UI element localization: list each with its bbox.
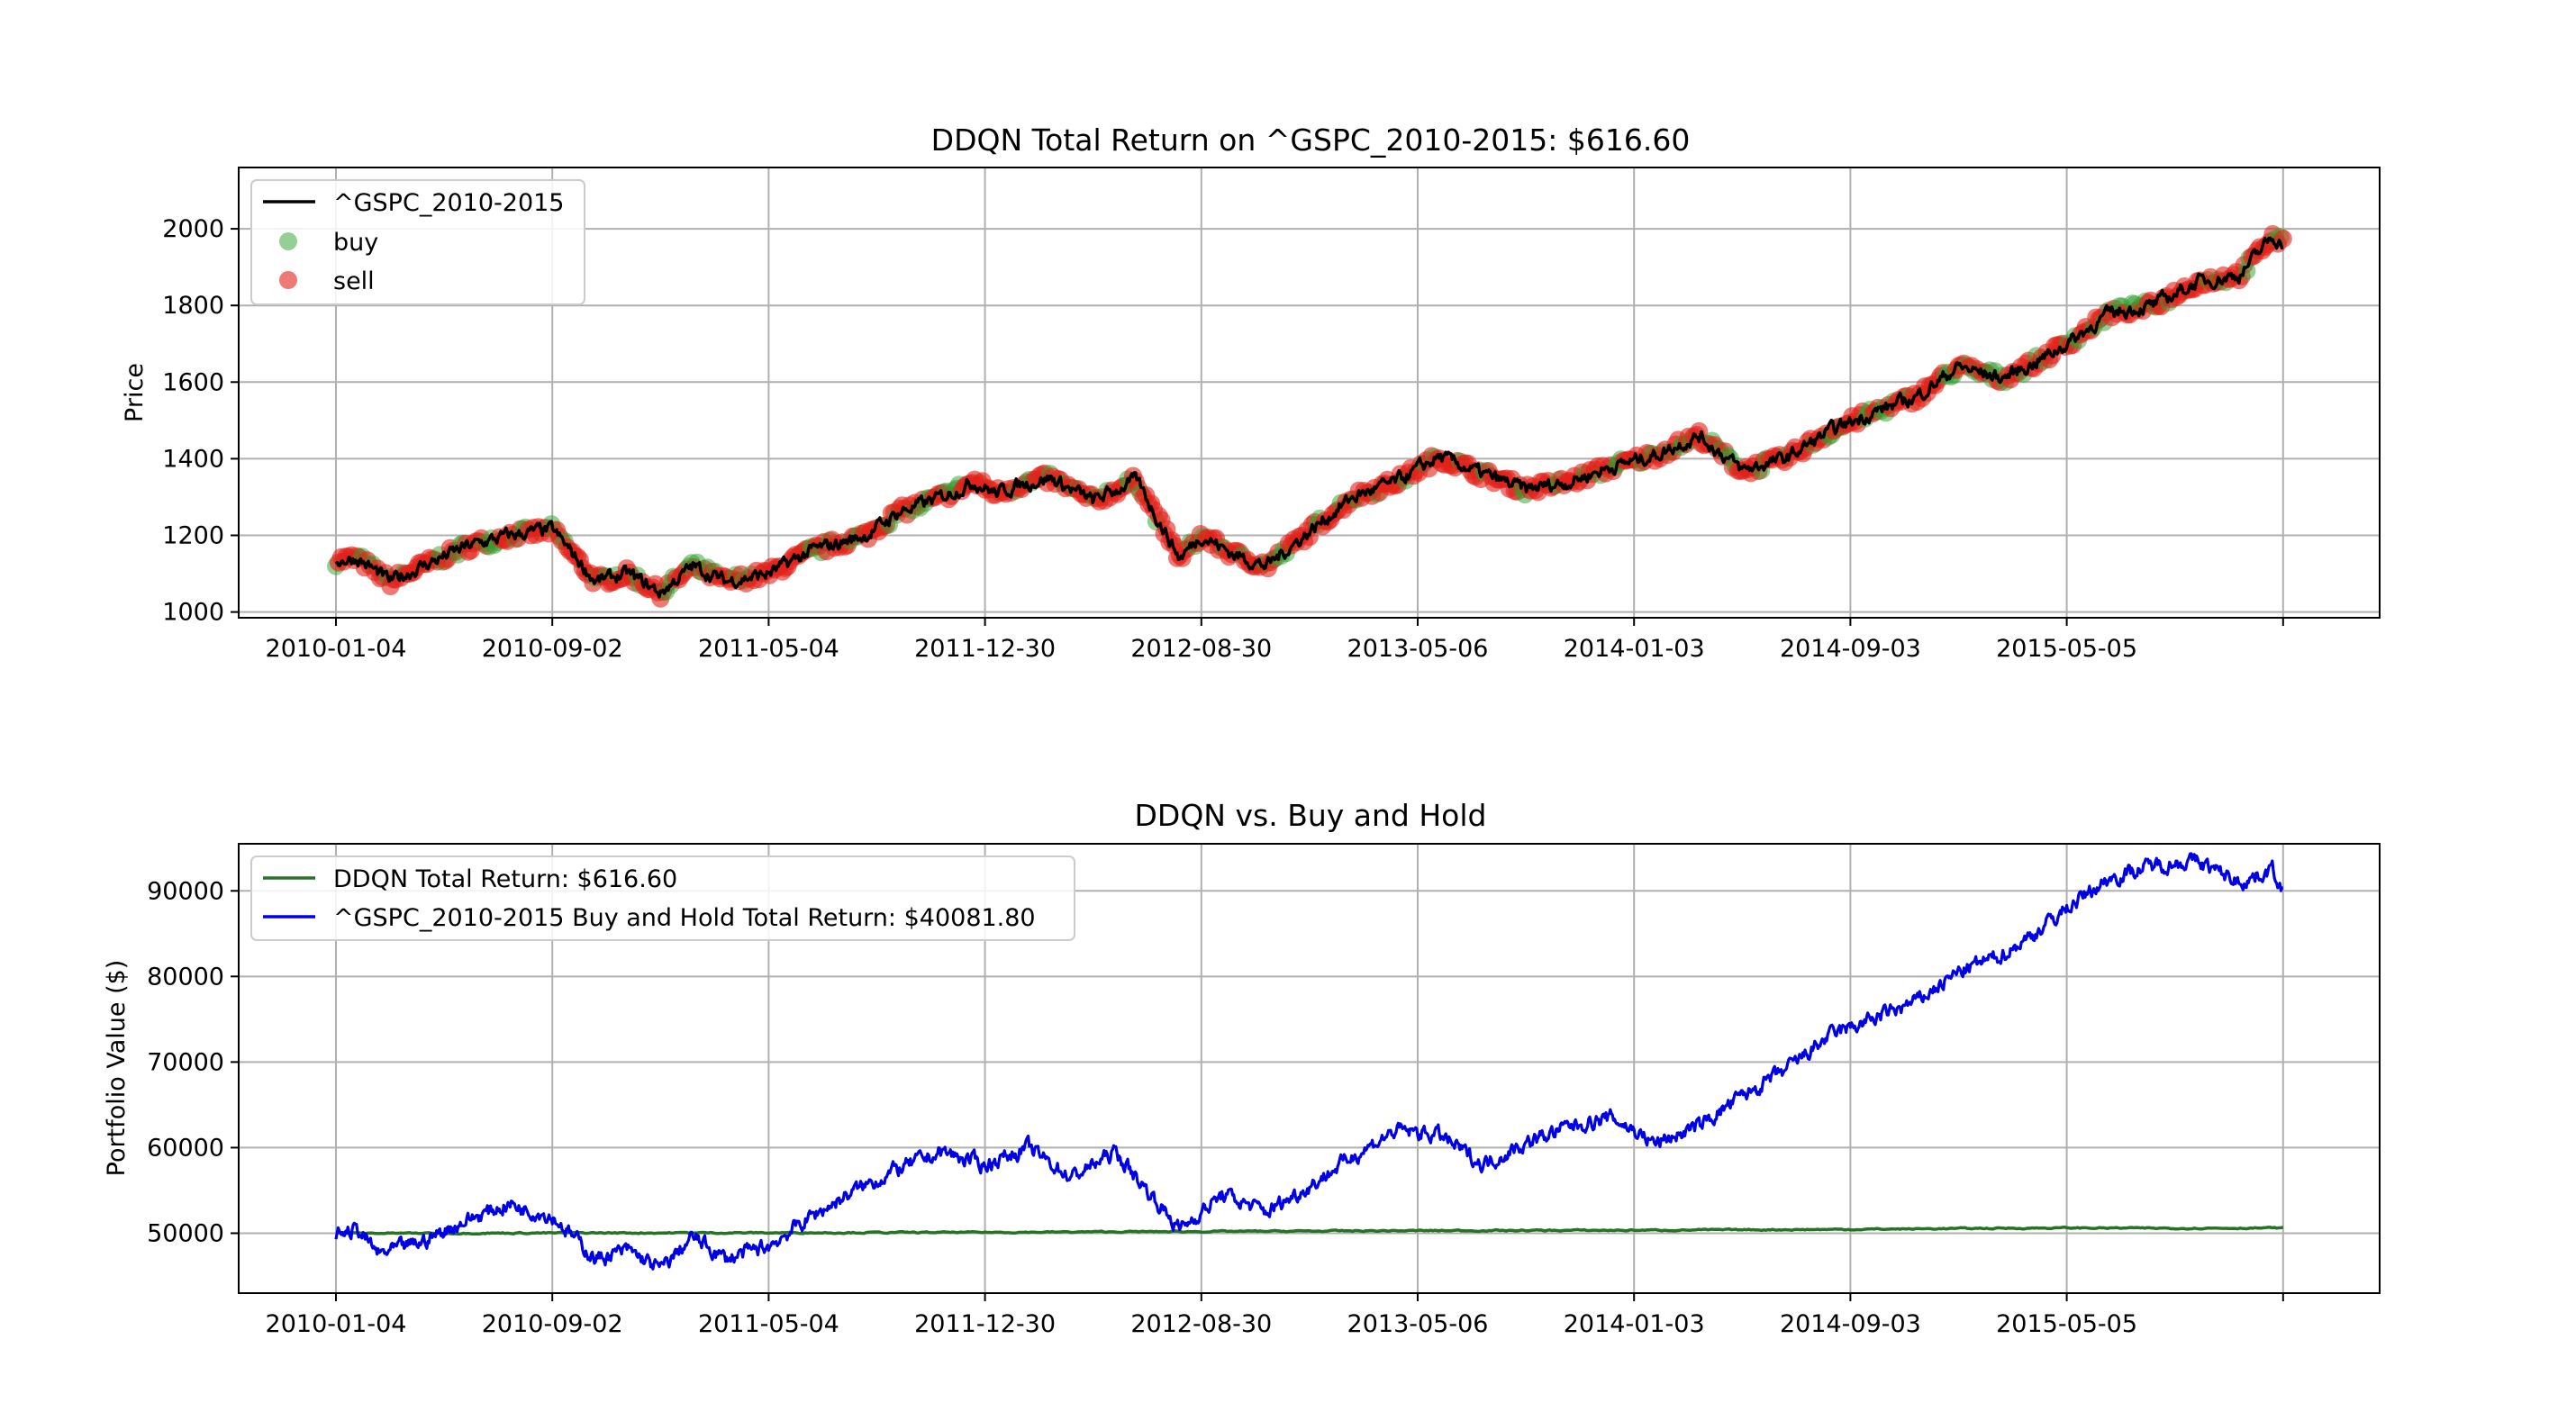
x-tick-label: 2015-05-05 <box>1996 1310 2137 1338</box>
x-tick-label: 2010-01-04 <box>266 1310 407 1338</box>
price-chart-frame <box>238 167 2381 619</box>
y-tick-label: 1400 <box>162 445 224 473</box>
portfolio-chart-marks <box>334 852 2284 1271</box>
x-tick-label: 2011-12-30 <box>914 635 1056 663</box>
price-chart-y-label: Price <box>121 363 149 422</box>
x-tick-label: 2014-09-03 <box>1780 1310 1921 1338</box>
portfolio-chart: DDQN vs. Buy and Hold 50000 60000 70000 800… <box>103 798 2381 1338</box>
x-tick-label: 2010-09-02 <box>482 635 623 663</box>
y-tick-label: 80000 <box>147 963 224 991</box>
price-chart-legend: ^GSPC_2010-2015 buy sell <box>250 179 585 305</box>
price-line <box>334 236 2284 599</box>
portfolio-chart-legend: DDQN Total Return: $616.60 ^GSPC_2010-20… <box>250 855 1075 941</box>
y-tick-label: 70000 <box>147 1048 224 1076</box>
portfolio-chart-frame <box>238 843 2381 1294</box>
x-tick-label: 2010-09-02 <box>482 1310 623 1338</box>
y-tick-label: 90000 <box>147 877 224 905</box>
y-tick-label: 1200 <box>162 522 224 550</box>
y-tick-label: 1800 <box>162 292 224 320</box>
x-tick-label: 2012-08-30 <box>1130 1310 1272 1338</box>
y-tick-label: 2000 <box>162 215 224 243</box>
x-tick-label: 2013-05-06 <box>1347 635 1489 663</box>
legend-marker-buy <box>279 232 297 250</box>
portfolio-chart-title: DDQN vs. Buy and Hold <box>1135 798 1487 833</box>
x-tick-label: 2014-09-03 <box>1780 635 1921 663</box>
x-tick-label: 2010-01-04 <box>266 635 407 663</box>
y-tick-label: 60000 <box>147 1134 224 1162</box>
price-chart: DDQN Total Return on ^GSPC_2010-2015: $6… <box>121 122 2381 663</box>
price-chart-marks <box>327 225 2292 608</box>
x-tick-label: 2011-05-04 <box>698 1310 839 1338</box>
price-chart-y-ticks: 1000 1200 1400 1600 1800 2000 <box>162 215 239 627</box>
x-tick-label: 2011-12-30 <box>914 1310 1056 1338</box>
x-tick-label: 2014-01-03 <box>1564 1310 1705 1338</box>
legend-label-buy-hold: ^GSPC_2010-2015 Buy and Hold Total Retur… <box>333 904 1036 932</box>
portfolio-chart-y-ticks: 50000 60000 70000 80000 90000 <box>147 877 239 1247</box>
legend-label-buy: buy <box>333 229 378 257</box>
legend-label-sell: sell <box>333 267 375 295</box>
x-tick-label: 2015-05-05 <box>1996 635 2137 663</box>
legend-label-gspc: ^GSPC_2010-2015 <box>333 189 565 217</box>
ddqn-line <box>335 1225 2284 1236</box>
portfolio-chart-y-label: Portfolio Value ($) <box>103 960 131 1177</box>
x-tick-label: 2012-08-30 <box>1130 635 1272 663</box>
legend-marker-sell <box>279 271 297 289</box>
legend-label-ddqn: DDQN Total Return: $616.60 <box>333 865 677 893</box>
price-chart-title: DDQN Total Return on ^GSPC_2010-2015: $6… <box>931 122 1691 158</box>
price-chart-grid <box>239 167 2380 618</box>
price-chart-x-ticks: 2010-01-04 2010-09-02 2011-05-04 2011-12-30… <box>266 618 2284 663</box>
x-tick-label: 2013-05-06 <box>1347 1310 1489 1338</box>
portfolio-chart-x-ticks: 2010-01-04 2010-09-02 2011-05-04 2011-12-30… <box>266 1293 2284 1338</box>
buy-hold-line <box>334 852 2284 1271</box>
x-tick-label: 2014-01-03 <box>1564 635 1705 663</box>
x-tick-label: 2011-05-04 <box>698 635 839 663</box>
y-tick-label: 50000 <box>147 1219 224 1247</box>
y-tick-label: 1600 <box>162 368 224 396</box>
y-tick-label: 1000 <box>162 599 224 627</box>
